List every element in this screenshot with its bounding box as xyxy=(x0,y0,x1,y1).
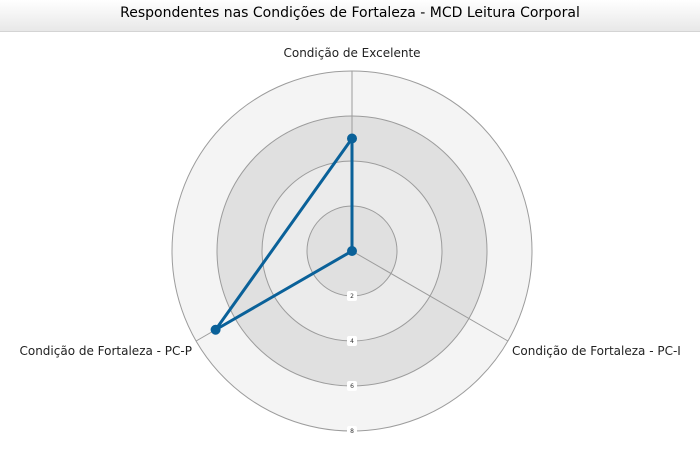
data-point-3 xyxy=(210,324,221,335)
data-point-1 xyxy=(347,133,357,144)
series-line-1 xyxy=(214,137,354,332)
data-point-2 xyxy=(347,246,357,256)
tick-label-bg xyxy=(347,336,357,346)
tick-label-bg xyxy=(347,291,357,301)
radar-spoke-2 xyxy=(351,250,509,342)
category-label: Condição de Excelente xyxy=(283,46,420,60)
radar-series xyxy=(210,133,357,335)
tick-label-bg xyxy=(347,381,357,391)
tick-label: 4 xyxy=(350,338,354,345)
tick-label-bg xyxy=(347,426,357,436)
category-label: Condição de Fortaleza - PC-P xyxy=(19,344,192,358)
radar-tick-labels: 2 4 6 8 xyxy=(347,291,357,436)
tick-label: 6 xyxy=(350,383,354,390)
tick-label: 8 xyxy=(350,428,354,435)
chart-title: Respondentes nas Condições de Fortaleza … xyxy=(0,0,700,32)
category-label: Condição de Fortaleza - PC-I xyxy=(512,344,681,358)
radar-category-labels: Condição de Excelente Condição de Fortale… xyxy=(19,46,680,358)
tick-label: 2 xyxy=(350,293,354,300)
